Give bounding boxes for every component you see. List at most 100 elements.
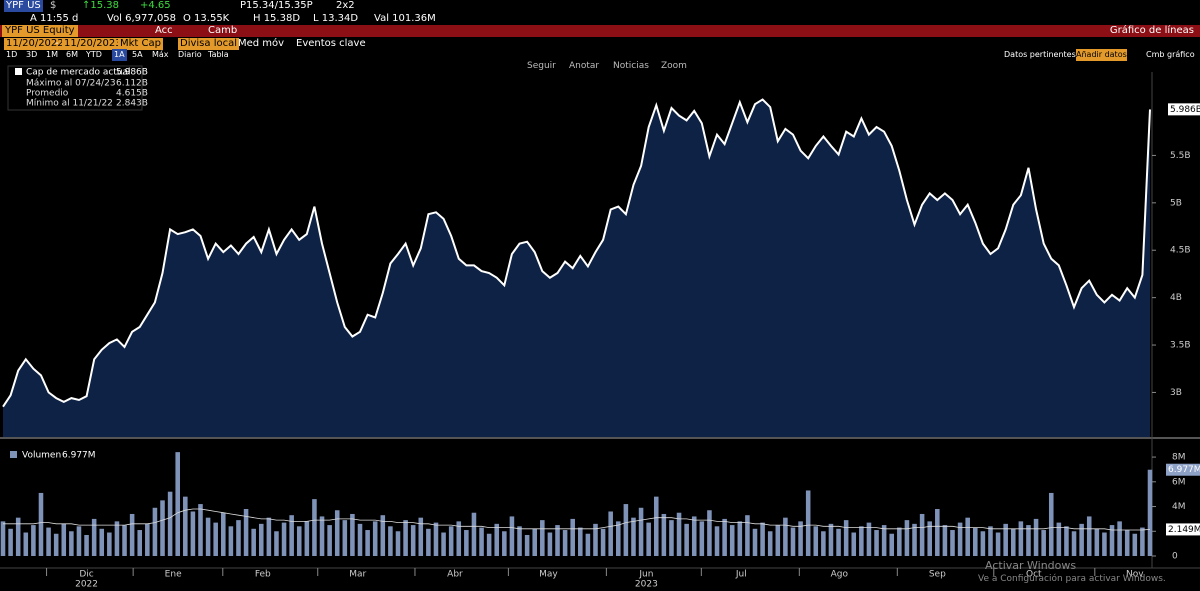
- volume-bar: [813, 526, 819, 556]
- volume-bar: [729, 525, 735, 556]
- setting[interactable]: Mkt Cap: [118, 38, 163, 50]
- volume-bar: [464, 530, 469, 556]
- area: [3, 99, 1150, 437]
- stat-label: Máximo al 07/24/23: [26, 79, 116, 89]
- volume-bar: [593, 523, 598, 556]
- function-bar: YPF US Equity Acc Camb Gráfico de líneas: [0, 25, 1200, 37]
- volume-bar: [897, 527, 902, 556]
- setting[interactable]: 11/20/2023: [62, 38, 124, 50]
- volume-bar: [570, 518, 575, 556]
- quote-field: O 13.55K: [183, 13, 230, 24]
- volume-bar: [327, 525, 332, 556]
- period-button[interactable]: 1A: [112, 49, 127, 61]
- period-button[interactable]: 5A: [132, 50, 143, 59]
- x-tick-label: Mar: [349, 570, 366, 580]
- volume-bar: [866, 522, 872, 556]
- volume-bar: [608, 511, 613, 556]
- toolbar-button[interactable]: Zoom: [661, 61, 687, 71]
- setting[interactable]: Med móv: [238, 38, 285, 49]
- volume-bar: [904, 520, 910, 556]
- volume-bar: [205, 517, 211, 556]
- volume-bar: [15, 517, 21, 556]
- volume-bar: [1079, 523, 1084, 556]
- volume-bar: [122, 525, 127, 556]
- toolbar-button[interactable]: Seguir: [527, 61, 556, 71]
- menu[interactable]: Acc: [155, 25, 173, 36]
- legend-box: [7, 65, 143, 111]
- volume-bar: [600, 528, 606, 556]
- volume-bar: [1033, 518, 1039, 556]
- volume-bar: [183, 496, 188, 556]
- volume-bar: [145, 523, 150, 556]
- volume-bar: [274, 531, 279, 556]
- stat-value: 6.112B: [116, 79, 148, 89]
- quote-field: P15.34/15.35P: [240, 0, 313, 11]
- setting[interactable]: Divisa local: [178, 38, 239, 50]
- stat-label: Promedio: [26, 89, 69, 99]
- tool-button[interactable]: Datos pertinentes: [1004, 50, 1076, 59]
- volume-bar: [38, 492, 44, 556]
- volume-bar: [638, 507, 644, 556]
- period-row: 1D 3D 1M 6M YTD 1A 5A Máx Diario Tabla Datos perti…: [0, 49, 1200, 61]
- volume-bar: [1117, 521, 1122, 556]
- quote-field: 2x2: [336, 0, 355, 11]
- volume-bar: [524, 534, 530, 556]
- volume-bar: [1140, 527, 1145, 556]
- toolbar-button[interactable]: Noticias: [613, 61, 649, 71]
- period-button[interactable]: 3D: [26, 50, 38, 59]
- x-tick-label: Dic: [79, 570, 93, 580]
- tool-button[interactable]: Cmb gráfico: [1146, 50, 1195, 59]
- period-button[interactable]: YTD: [86, 50, 102, 59]
- x-tick-label: Oct: [1026, 570, 1042, 580]
- legend-label: Cap de mercado actual: [26, 68, 131, 78]
- setting[interactable]: Eventos clave: [296, 38, 366, 49]
- period-button[interactable]: Máx: [152, 50, 169, 59]
- volume-bar: [798, 521, 803, 556]
- period-button[interactable]: 6M: [66, 50, 78, 59]
- volume-bar: [221, 512, 226, 556]
- x-tick-label: May: [539, 570, 558, 580]
- volume-bar: [676, 512, 682, 556]
- watermark: Activar Windows: [985, 559, 1077, 572]
- volume-bar: [578, 527, 583, 556]
- volume-bar: [107, 532, 112, 556]
- volume-bar: [1064, 526, 1069, 556]
- period-button[interactable]: Diario: [178, 50, 202, 59]
- volume-bar: [737, 521, 743, 556]
- volume-bar: [53, 533, 59, 556]
- period-button[interactable]: 1M: [46, 50, 58, 59]
- setting[interactable]: 11/20/2022: [4, 38, 66, 50]
- volume-bar: [0, 521, 6, 556]
- table-button[interactable]: Tabla: [208, 50, 229, 59]
- volume-bar: [684, 523, 689, 556]
- menu[interactable]: Camb: [208, 25, 238, 36]
- volume-bar: [821, 531, 826, 556]
- volume-bar: [1003, 523, 1008, 556]
- volume-bar: [517, 526, 522, 556]
- volume-bar: [1018, 521, 1024, 556]
- volume-bar: [1048, 492, 1054, 556]
- volume-bar: [69, 531, 74, 556]
- volume-bar: [243, 509, 249, 556]
- volume-bar: [760, 522, 765, 556]
- security[interactable]: YPF US Equity: [2, 25, 78, 37]
- quote-field: H 15.38D: [253, 13, 301, 24]
- volume-bar: [486, 533, 492, 556]
- volume-bar: [342, 520, 348, 556]
- period-button[interactable]: 1D: [6, 50, 18, 59]
- volume-bar: [805, 490, 811, 556]
- toolbar-button[interactable]: Anotar: [569, 61, 600, 71]
- volume-bar: [1124, 530, 1130, 556]
- volume-bar: [661, 513, 667, 556]
- current-value-box: [1166, 523, 1200, 536]
- quote-row: YPF US $ ↑15.38 +4.65 P15.34/15.35P 2x2: [0, 0, 1200, 12]
- tool-button[interactable]: Añadir datos: [1076, 49, 1127, 61]
- volume-bar: [942, 525, 948, 556]
- volume-bar: [357, 523, 363, 556]
- volume-bar: [1026, 525, 1031, 556]
- volume-bar: [950, 530, 955, 556]
- volume-bar: [783, 517, 788, 556]
- volume-bar: [980, 531, 986, 556]
- volume-bar: [433, 522, 439, 556]
